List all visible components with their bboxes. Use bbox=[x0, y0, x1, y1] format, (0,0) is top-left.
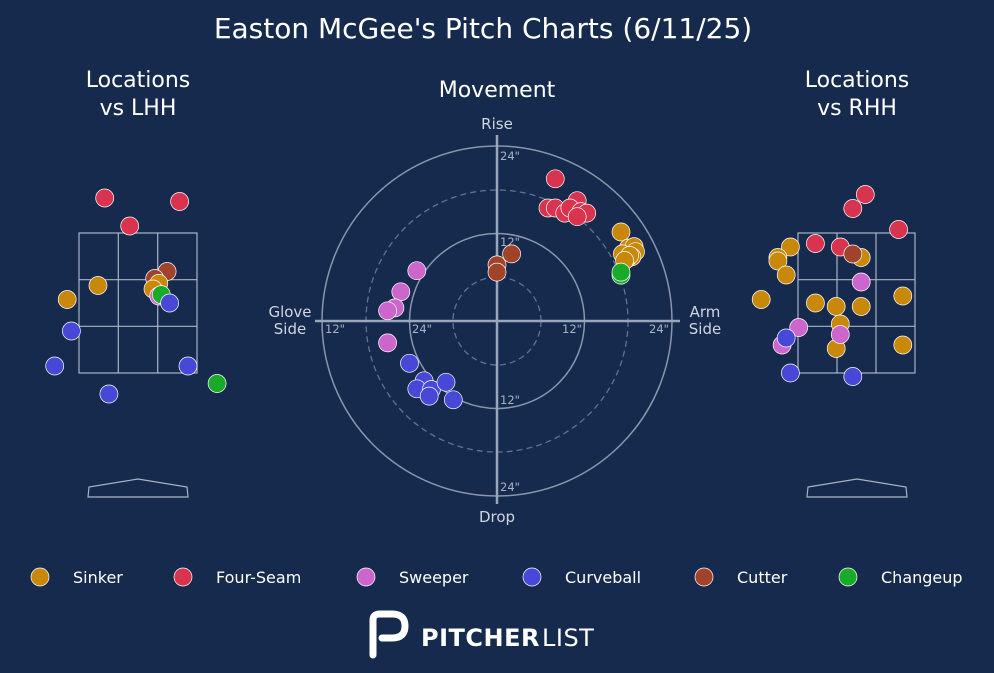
rhh-pitch-four-seam bbox=[843, 199, 863, 218]
rhh-pitch-sinker bbox=[806, 293, 825, 313]
movement-pitch-cutter bbox=[487, 262, 507, 282]
movement-pitch-cutter bbox=[502, 244, 521, 264]
lhh-pitch-curveball bbox=[45, 356, 65, 376]
tick-right-12: 12" bbox=[562, 322, 582, 336]
movement-label-arm: Arm bbox=[690, 303, 721, 321]
movement-label-glove: Glove bbox=[268, 303, 311, 321]
rhh-pitch-sinker bbox=[851, 297, 871, 316]
lhh-pitch-curveball bbox=[62, 321, 81, 341]
tick-top-24: 24" bbox=[500, 149, 520, 163]
brand-pitcher: PITCHER bbox=[421, 624, 540, 652]
movement-pitch-curveball bbox=[419, 386, 439, 406]
rhh-pitch-sweeper bbox=[789, 318, 809, 337]
rhh-title-line1: Locations bbox=[805, 68, 910, 93]
legend-marker-sinker bbox=[30, 567, 50, 587]
legend-label-cutter: Cutter bbox=[737, 568, 788, 587]
lhh-pitch-changeup bbox=[207, 374, 227, 393]
lhh-home-plate bbox=[87, 478, 189, 498]
rhh-pitch-curveball bbox=[843, 367, 863, 386]
movement-pitch-sweeper bbox=[378, 301, 397, 321]
pitch-points bbox=[45, 169, 913, 410]
rhh-pitch-sinker bbox=[776, 265, 796, 285]
legend-marker-four-seam bbox=[173, 567, 193, 587]
rhh-pitch-cutter bbox=[843, 244, 863, 264]
lhh-pitch-curveball bbox=[178, 356, 198, 376]
lhh-title-line1: Locations bbox=[86, 68, 191, 93]
movement-pitch-sweeper bbox=[391, 282, 411, 302]
rhh-title-line2: vs RHH bbox=[817, 96, 897, 121]
lhh-pitch-sinker bbox=[88, 276, 108, 295]
legend-marker-changeup bbox=[838, 567, 858, 587]
legend-marker-sweeper bbox=[356, 567, 376, 587]
legend-marker-cutter bbox=[694, 567, 714, 587]
rhh-pitch-sinker bbox=[768, 251, 788, 271]
rhh-pitch-sinker bbox=[893, 286, 913, 306]
movement-pitch-four-seam bbox=[545, 169, 565, 189]
movement-label-glove-side: Side bbox=[274, 320, 306, 338]
legend-label-curveball: Curveball bbox=[565, 568, 641, 587]
tick-left-24: 12" bbox=[325, 322, 345, 336]
lhh-title-line2: vs LHH bbox=[100, 96, 177, 121]
pitcherlist-logo: PITCHER LIST bbox=[369, 610, 594, 659]
movement-title: Movement bbox=[439, 78, 556, 103]
tick-bottom-12: 12" bbox=[500, 393, 520, 407]
legend: Sinker Four-Seam Sweeper Curveball Cutter Cha… bbox=[30, 567, 963, 587]
tick-bottom-24: 24" bbox=[500, 480, 520, 494]
tick-left-12: 24" bbox=[412, 322, 432, 336]
lhh-pitch-sinker bbox=[57, 290, 77, 309]
brand-list: LIST bbox=[542, 624, 594, 652]
rhh-pitch-sinker bbox=[893, 335, 913, 355]
movement-pitch-four-seam bbox=[567, 207, 587, 227]
rhh-pitch-four-seam bbox=[855, 185, 875, 204]
rhh-pitch-four-seam bbox=[806, 234, 825, 253]
legend-label-sweeper: Sweeper bbox=[399, 568, 469, 587]
movement-pitch-curveball bbox=[443, 390, 463, 410]
lhh-pitch-four-seam bbox=[95, 188, 115, 208]
rhh-pitch-curveball bbox=[776, 328, 796, 348]
legend-marker-curveball bbox=[522, 567, 542, 587]
rhh-pitch-sweeper bbox=[851, 272, 871, 292]
rhh-pitch-sinker bbox=[826, 297, 846, 316]
rhh-pitch-curveball bbox=[781, 363, 800, 383]
lhh-pitch-curveball bbox=[160, 293, 179, 313]
movement-pitch-curveball bbox=[400, 353, 419, 373]
movement-pitch-changeup bbox=[611, 262, 631, 282]
rhh-pitch-sweeper bbox=[830, 325, 850, 344]
rhh-pitch-sinker bbox=[751, 290, 771, 309]
lhh-strike-zone bbox=[78, 232, 198, 374]
figure-title: Easton McGee's Pitch Charts (6/11/25) bbox=[214, 12, 752, 45]
legend-label-changeup: Changeup bbox=[881, 568, 963, 587]
movement-grid bbox=[315, 135, 680, 504]
legend-label-four-seam: Four-Seam bbox=[216, 568, 301, 587]
movement-pitch-curveball bbox=[436, 372, 456, 392]
movement-pitch-sinker bbox=[611, 222, 631, 242]
movement-pitch-sweeper bbox=[407, 261, 427, 281]
rhh-pitch-sinker bbox=[781, 237, 800, 257]
movement-label-arm-side: Side bbox=[689, 320, 721, 338]
lhh-pitch-curveball bbox=[99, 384, 119, 404]
lhh-pitch-four-seam bbox=[170, 192, 189, 211]
rhh-pitch-four-seam bbox=[889, 220, 908, 239]
movement-label-rise: Rise bbox=[481, 115, 513, 133]
tick-right-24: 24" bbox=[649, 322, 669, 336]
rhh-home-plate bbox=[806, 478, 908, 498]
legend-label-sinker: Sinker bbox=[73, 568, 123, 587]
lhh-pitch-four-seam bbox=[120, 216, 140, 236]
movement-pitch-sweeper bbox=[378, 333, 397, 353]
movement-label-drop: Drop bbox=[479, 508, 515, 526]
